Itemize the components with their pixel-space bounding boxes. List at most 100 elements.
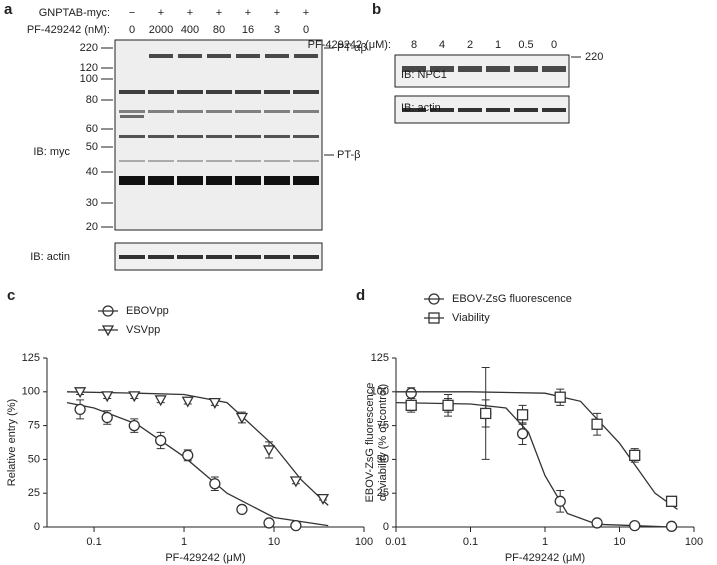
point	[208, 397, 221, 409]
y-axis-label: or viability (% of control)	[377, 384, 389, 501]
x-tick-label: 10	[268, 536, 280, 548]
blot-label: IB: actin	[401, 102, 441, 114]
x-tick-label: 100	[685, 536, 703, 548]
legend-marker	[428, 293, 440, 305]
point	[629, 519, 641, 532]
y-tick-label: 100	[371, 386, 389, 398]
point	[263, 517, 275, 529]
band	[207, 54, 231, 58]
point	[629, 449, 641, 461]
fit-curve	[395, 401, 672, 528]
band	[293, 90, 319, 94]
x-tick-label: 1	[542, 536, 548, 548]
band	[264, 90, 290, 94]
band	[264, 110, 290, 113]
band	[542, 66, 566, 72]
x-tick-label: 0.1	[463, 536, 478, 548]
marker-label: 220	[585, 51, 603, 63]
y-tick-label: 25	[377, 487, 389, 499]
panel-label: c	[7, 287, 15, 304]
lane-label: +	[274, 7, 280, 19]
point	[74, 387, 87, 399]
legend-marker	[428, 312, 440, 324]
point	[154, 395, 167, 407]
y-tick-label: 125	[22, 352, 40, 364]
point	[316, 493, 330, 505]
point	[209, 478, 221, 490]
row-label: GNPTAB-myc:	[39, 7, 110, 19]
band	[294, 54, 318, 58]
legend-label: EBOVpp	[126, 305, 169, 317]
band	[206, 135, 232, 138]
lane-label: 0	[303, 24, 309, 36]
band	[148, 110, 174, 113]
point	[405, 387, 417, 399]
row-label: PF-429242 (μM):	[308, 39, 391, 51]
band	[430, 66, 454, 72]
point	[554, 495, 566, 507]
legend-label: EBOV-ZsG fluorescence	[452, 293, 572, 305]
y-tick-label: 75	[28, 420, 40, 432]
y-tick-label: 75	[377, 420, 389, 432]
band	[206, 160, 232, 162]
band	[265, 54, 289, 58]
y-axis-label: Relative entry (%)	[6, 399, 18, 486]
band	[119, 176, 145, 185]
point	[554, 391, 566, 403]
band-label: PT-αβ	[337, 42, 367, 54]
point	[155, 434, 167, 447]
mw-label: 80	[86, 94, 98, 106]
band	[264, 176, 290, 185]
x-tick-label: 10	[613, 536, 625, 548]
mw-label: 100	[80, 73, 98, 85]
x-axis-label: PF-429242 (μM)	[505, 552, 585, 564]
x-tick-label: 0.01	[385, 536, 406, 548]
band	[486, 108, 510, 112]
band	[119, 90, 145, 94]
lane-label: 400	[181, 24, 199, 36]
legend-marker	[101, 325, 115, 337]
lane-label: 1	[495, 39, 501, 51]
band	[206, 90, 232, 94]
legend-marker	[102, 305, 114, 317]
y-axis-label: EBOV-ZsG fluorescence	[364, 383, 376, 503]
lane-label: 0	[129, 24, 135, 36]
fit-curve	[66, 391, 329, 506]
y-tick-label: 0	[383, 521, 389, 533]
y-tick-label: 50	[28, 453, 40, 465]
mw-label: 40	[86, 166, 98, 178]
blot-label: IB: myc	[33, 146, 70, 158]
band	[177, 255, 203, 259]
band	[177, 110, 203, 113]
band	[458, 108, 482, 112]
point	[182, 449, 194, 461]
band	[206, 255, 232, 259]
point	[101, 411, 113, 424]
band	[264, 255, 290, 259]
band	[148, 176, 174, 185]
x-tick-label: 1	[181, 536, 187, 548]
point	[289, 476, 302, 488]
point	[516, 428, 529, 440]
band	[264, 135, 290, 138]
y-tick-label: 50	[377, 453, 389, 465]
band	[148, 255, 174, 259]
lane-label: +	[187, 7, 193, 19]
mw-label: 50	[86, 141, 98, 153]
point	[480, 407, 492, 420]
band	[235, 110, 261, 113]
band	[458, 66, 482, 72]
band	[235, 176, 261, 185]
y-tick-label: 0	[34, 521, 40, 533]
band	[177, 135, 203, 138]
legend-label: Viability	[452, 312, 490, 324]
band	[119, 135, 145, 138]
band	[514, 108, 538, 112]
band	[514, 66, 538, 72]
band	[235, 255, 261, 259]
point	[516, 409, 529, 421]
band	[542, 108, 566, 112]
band	[148, 160, 174, 162]
band	[235, 90, 261, 94]
